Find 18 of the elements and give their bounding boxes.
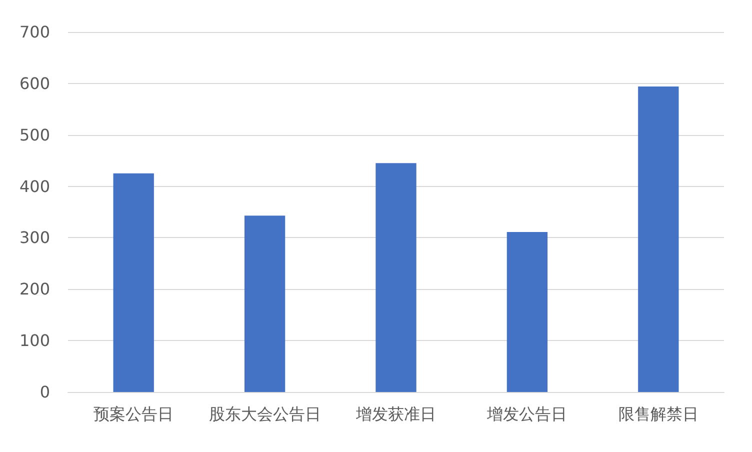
y-tick-label: 400	[19, 176, 50, 196]
bar	[376, 163, 416, 392]
y-tick-label: 0	[40, 382, 50, 402]
y-tick-label: 500	[19, 125, 50, 144]
bar	[506, 232, 548, 392]
y-tick-label: 600	[19, 74, 50, 93]
bar	[113, 173, 154, 392]
y-tick-label: 200	[19, 280, 50, 299]
x-tick-label: 股东大会公告日	[208, 404, 321, 424]
x-tick-label: 增发公告日	[486, 404, 568, 424]
x-tick-label: 增发获准日	[355, 404, 436, 424]
y-tick-label: 100	[19, 331, 50, 350]
y-tick-label: 700	[19, 22, 50, 42]
x-tick-label: 预案公告日	[94, 404, 174, 424]
bar	[244, 216, 286, 392]
bar	[638, 86, 679, 392]
x-tick-label: 限售解禁日	[618, 404, 698, 424]
y-tick-label: 300	[19, 228, 50, 248]
